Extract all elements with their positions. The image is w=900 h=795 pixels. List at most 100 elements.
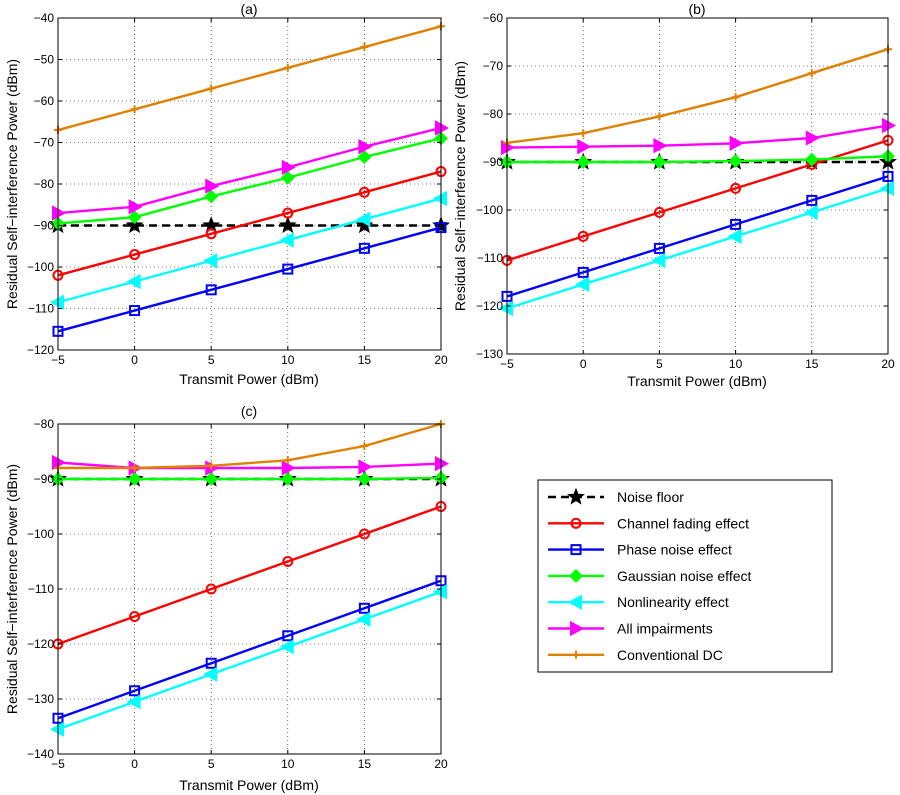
series-line bbox=[57, 579, 442, 720]
y-tick-label: −80 bbox=[34, 177, 55, 191]
data-point bbox=[204, 472, 219, 486]
legend-entry-nonlinearity-effect: Nonlinearity effect bbox=[548, 594, 729, 610]
legend-marker bbox=[567, 594, 582, 610]
data-point bbox=[280, 472, 295, 486]
y-tick-label: −120 bbox=[27, 637, 54, 651]
series-line bbox=[57, 590, 442, 731]
data-point bbox=[651, 252, 666, 269]
data-point bbox=[730, 218, 742, 230]
data-point bbox=[281, 159, 296, 176]
data-point bbox=[807, 69, 816, 78]
panel-title: (a) bbox=[240, 1, 257, 17]
legend-label: Gaussian noise effect bbox=[617, 568, 751, 584]
x-tick-label: 10 bbox=[729, 357, 743, 371]
data-point bbox=[358, 602, 370, 614]
data-point bbox=[205, 583, 217, 595]
data-point bbox=[129, 611, 141, 622]
data-point bbox=[129, 305, 141, 317]
x-tick-label: 0 bbox=[580, 357, 587, 371]
legend-label: Noise floor bbox=[617, 489, 684, 505]
data-point bbox=[357, 150, 372, 164]
data-point bbox=[203, 253, 218, 269]
data-point bbox=[652, 155, 667, 169]
legend-entry-gaussian-noise-effect: Gaussian noise effect bbox=[548, 568, 751, 584]
data-point bbox=[203, 666, 218, 682]
data-point bbox=[356, 611, 371, 627]
y-tick-label: −50 bbox=[34, 53, 55, 67]
data-point bbox=[653, 137, 668, 154]
y-tick-label: −120 bbox=[476, 299, 503, 313]
data-point bbox=[127, 210, 142, 225]
data-point bbox=[207, 461, 216, 470]
data-point bbox=[280, 170, 295, 185]
y-tick-label: −70 bbox=[34, 136, 55, 150]
legend-entry-channel-fading-effect: Channel fading effect bbox=[548, 515, 749, 531]
data-point bbox=[576, 155, 591, 169]
series-line bbox=[58, 422, 442, 470]
y-tick-label: −130 bbox=[27, 692, 54, 706]
data-point bbox=[283, 63, 292, 72]
y-tick-label: −100 bbox=[476, 203, 503, 217]
ticks: −5 0 5 10 15 20 −140 −130 −120 −110 −100 −90 −80 bbox=[27, 417, 448, 771]
legend-entry-conventional-dc: Conventional DC bbox=[548, 647, 723, 663]
data-point bbox=[730, 182, 742, 194]
data-point bbox=[128, 199, 143, 215]
series-line bbox=[506, 124, 889, 149]
series-channel-fading-effect bbox=[52, 166, 447, 281]
x-tick-label: 20 bbox=[881, 357, 895, 371]
data-point bbox=[577, 230, 589, 242]
data-point bbox=[282, 630, 294, 642]
data-point bbox=[357, 472, 372, 486]
chart-panel-b: (b) Transmit Power (dBm) Residual Self−i… bbox=[452, 1, 897, 389]
legend-label: Phase noise effect bbox=[617, 542, 732, 558]
data-point bbox=[360, 442, 369, 450]
data-point bbox=[731, 93, 740, 102]
series-line bbox=[506, 187, 889, 310]
x-tick-label: −5 bbox=[51, 757, 65, 771]
data-point bbox=[729, 135, 744, 151]
series-channel-fading-effect bbox=[501, 134, 894, 266]
data-point bbox=[728, 154, 743, 168]
data-point bbox=[126, 273, 141, 290]
chart-panel-a: (a) Transmit Power (dBm) Residual Self−i… bbox=[4, 1, 450, 387]
data-point bbox=[205, 228, 217, 240]
data-point bbox=[577, 138, 592, 155]
data-point bbox=[130, 464, 139, 472]
data-point bbox=[358, 242, 370, 254]
x-axis-label: Transmit Power (dBm) bbox=[179, 777, 319, 793]
data-point bbox=[205, 284, 217, 296]
series-nonlinearity-effect bbox=[49, 584, 447, 737]
series-line bbox=[57, 126, 442, 215]
series-line bbox=[57, 226, 442, 333]
data-point bbox=[126, 694, 141, 710]
x-tick-label: 15 bbox=[805, 357, 819, 371]
series-conventional-dc bbox=[54, 420, 445, 472]
y-tick-label: −100 bbox=[27, 260, 54, 274]
series-conventional-dc bbox=[503, 45, 892, 147]
x-tick-label: 0 bbox=[131, 757, 138, 771]
series-all-impairments bbox=[52, 120, 450, 221]
y-tick-label: −130 bbox=[476, 347, 503, 361]
chart-panel-c: (c) Transmit Power (dBm) Residual Self−i… bbox=[4, 403, 450, 793]
data-point bbox=[360, 43, 369, 52]
ticks: −5 0 5 10 15 20 −130 −120 −110 −100 −90 −80 −70 −60 bbox=[476, 11, 895, 371]
x-tick-label: 20 bbox=[434, 353, 448, 367]
legend-label: Conventional DC bbox=[617, 647, 723, 663]
y-tick-label: −90 bbox=[34, 219, 55, 233]
series-gaussian-noise-effect bbox=[51, 470, 448, 486]
grid bbox=[507, 18, 888, 354]
y-tick-label: −80 bbox=[34, 417, 55, 431]
legend-marker bbox=[569, 568, 583, 583]
series-phase-noise-effect bbox=[52, 575, 447, 724]
x-tick-label: −5 bbox=[500, 357, 514, 371]
data-point bbox=[279, 232, 294, 248]
x-axis-label: Transmit Power (dBm) bbox=[179, 371, 319, 387]
ticks: −5 0 5 10 15 20−120−110−100−90−80−70−60−50−40 bbox=[27, 11, 448, 367]
legend-label: Nonlinearity effect bbox=[617, 594, 729, 610]
data-point bbox=[279, 639, 294, 655]
x-tick-label: 0 bbox=[131, 353, 138, 367]
y-tick-label: −70 bbox=[483, 59, 504, 73]
y-tick-label: −100 bbox=[27, 527, 54, 541]
y-tick-label: −40 bbox=[34, 11, 55, 25]
